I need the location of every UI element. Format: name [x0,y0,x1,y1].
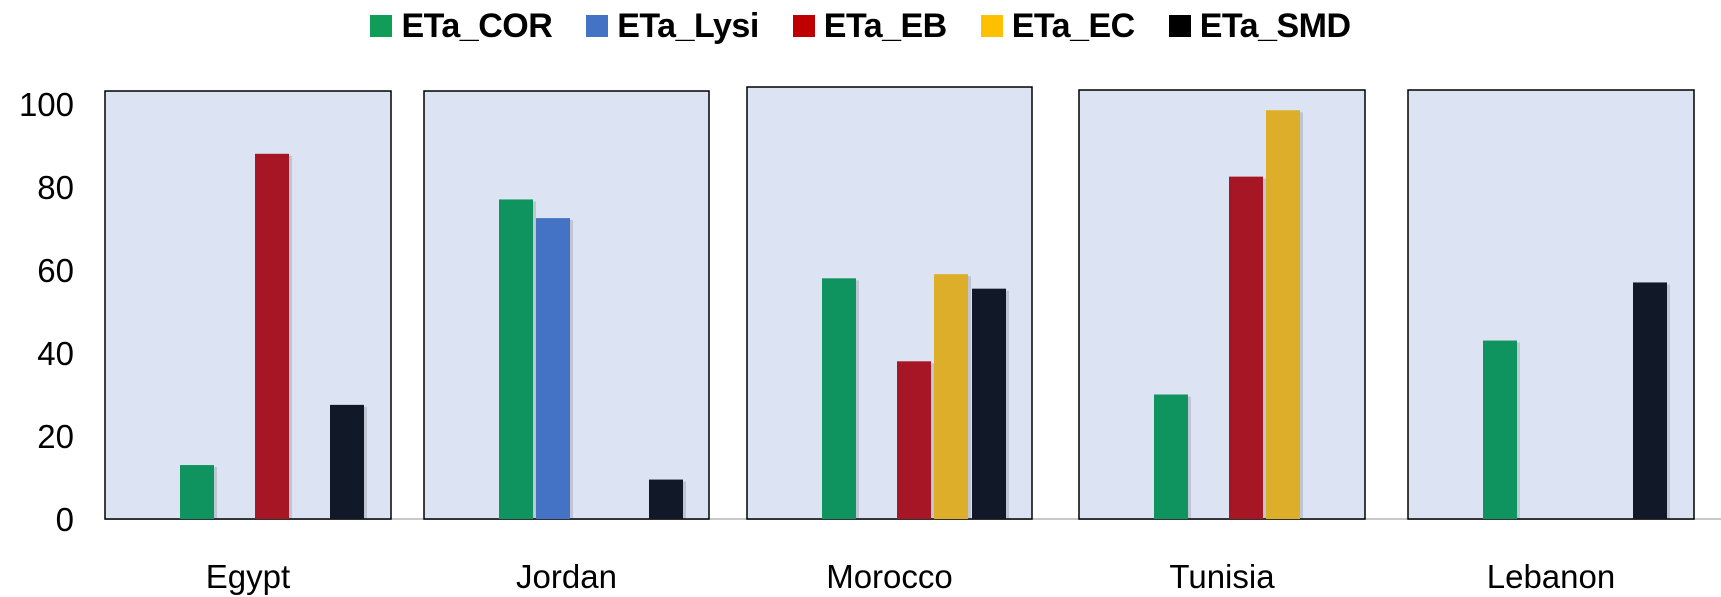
y-axis: 0 20 40 60 80 100 [19,86,74,538]
bar-jordan-eta_smd [649,479,683,519]
legend-swatch-eta-eb [792,15,815,37]
bar-egypt-eta_smd [330,404,364,519]
legend-swatch-eta-smd [1168,15,1191,37]
legend-item-eta-smd[interactable]: ETa_SMD [1168,6,1351,46]
y-tick-label-100: 100 [19,86,74,123]
legend-swatch-eta-lysi [586,15,609,37]
legend-swatch-eta-cor [370,15,393,37]
bar-morocco-eta_ec [934,274,968,519]
y-tick-label-80: 80 [37,169,74,206]
legend-label-eta-eb: ETa_EB [823,6,947,45]
bar-morocco-eta_smd [972,288,1006,519]
bar-lebanon-eta_smd [1633,282,1667,519]
y-tick-label-20: 20 [37,418,74,455]
bar-morocco-eta_cor [822,278,856,519]
category-label-lebanon: Lebanon [1487,558,1615,595]
category-label-morocco: Morocco [826,558,953,595]
category-label-egypt: Egypt [206,558,290,595]
y-tick-label-40: 40 [37,335,74,372]
y-tick-label-0: 0 [56,501,74,538]
category-labels: Egypt Jordan Morocco Tunisia Lebanon [206,558,1615,595]
chart-legend: ETa_COR ETa_Lysi ETa_EB ETa_EC ETa_SMD [0,4,1721,48]
bar-tunisia-eta_cor [1154,394,1188,519]
legend-item-eta-lysi[interactable]: ETa_Lysi [586,7,759,46]
legend-item-eta-eb[interactable]: ETa_EB [792,6,947,46]
legend-item-eta-ec[interactable]: ETa_EC [980,6,1135,46]
legend-label-eta-cor: ETa_COR [401,6,553,45]
bar-egypt-eta_cor [180,465,214,519]
bar-morocco-eta_eb [897,361,931,519]
legend-item-eta-cor[interactable]: ETa_COR [370,6,553,46]
legend-label-eta-smd: ETa_SMD [1199,6,1351,45]
bar-tunisia-eta_eb [1229,176,1263,519]
legend-swatch-eta-ec [980,15,1003,37]
bar-jordan-eta_cor [499,199,533,519]
bar-lebanon-eta_cor [1483,340,1517,519]
category-label-tunisia: Tunisia [1169,558,1275,595]
bar-jordan-eta_lysi [536,218,570,519]
y-tick-label-60: 60 [37,252,74,289]
bar-tunisia-eta_ec [1266,110,1300,519]
legend-label-eta-lysi: ETa_Lysi [617,6,759,45]
category-label-jordan: Jordan [516,558,617,595]
bar-egypt-eta_eb [255,153,289,520]
bar-layer [180,110,1670,520]
legend-label-eta-ec: ETa_EC [1011,6,1135,45]
panel-tunisia [1078,89,1366,520]
